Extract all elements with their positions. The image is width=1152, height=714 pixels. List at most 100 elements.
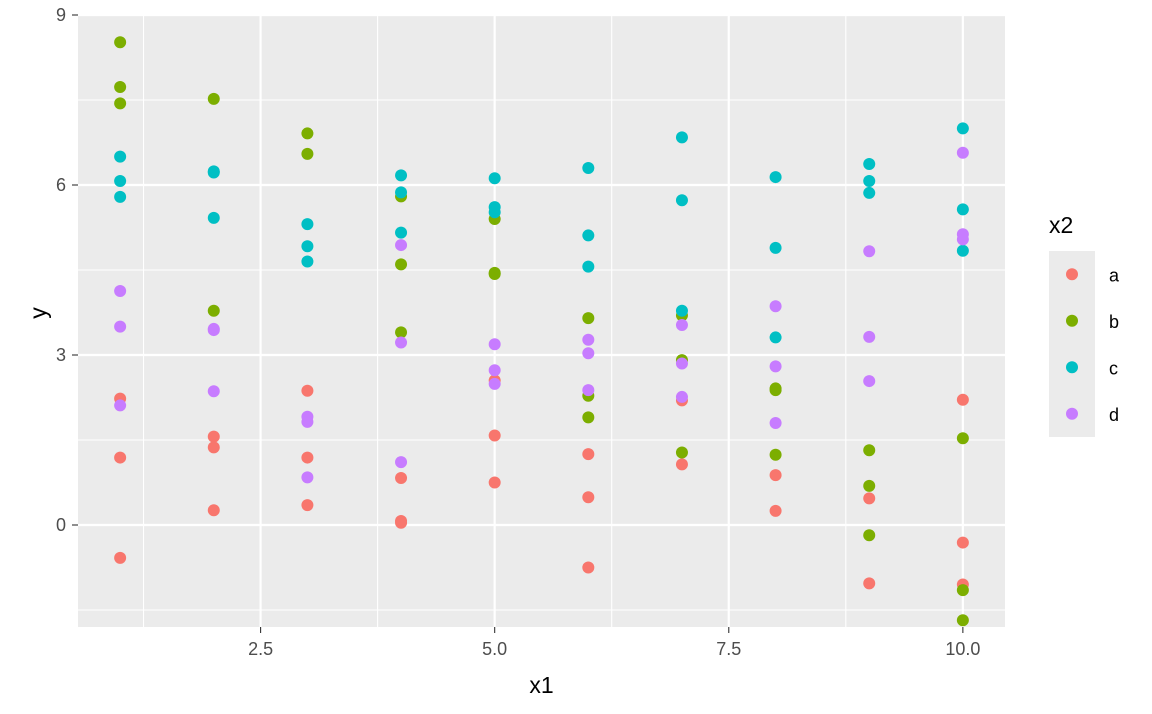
legend-title: x2 <box>1049 212 1073 238</box>
data-point-b <box>301 147 314 160</box>
data-point-c <box>114 175 127 188</box>
data-point-d <box>769 300 782 313</box>
data-point-a <box>301 499 314 512</box>
data-point-b <box>956 432 969 445</box>
data-point-c <box>675 194 688 207</box>
legend-label-a: a <box>1109 265 1120 285</box>
data-point-b <box>863 529 876 542</box>
y-tick-label: 3 <box>56 345 66 365</box>
data-point-a <box>488 476 501 489</box>
data-point-d <box>582 347 595 360</box>
data-point-c <box>114 190 127 203</box>
data-point-b <box>582 411 595 424</box>
data-point-c <box>675 304 688 317</box>
data-point-d <box>488 338 501 351</box>
data-point-d <box>675 390 688 403</box>
data-point-b <box>675 446 688 459</box>
data-point-d <box>114 320 127 333</box>
data-point-a <box>956 393 969 406</box>
data-point-a <box>114 551 127 564</box>
data-point-b <box>582 312 595 325</box>
data-point-c <box>301 240 314 253</box>
data-point-c <box>863 186 876 199</box>
data-point-a <box>582 491 595 504</box>
data-point-b <box>769 384 782 397</box>
data-point-d <box>301 415 314 428</box>
data-point-c <box>863 158 876 171</box>
data-point-c <box>207 211 220 224</box>
data-point-d <box>956 233 969 246</box>
data-point-a <box>769 504 782 517</box>
data-point-d <box>863 245 876 258</box>
data-point-d <box>863 375 876 388</box>
data-point-c <box>769 171 782 184</box>
legend-key-background <box>1049 251 1095 437</box>
data-point-a <box>956 536 969 549</box>
data-point-d <box>395 239 408 252</box>
data-point-d <box>207 324 220 337</box>
data-point-a <box>582 561 595 574</box>
y-tick-label: 0 <box>56 515 66 535</box>
data-point-c <box>769 241 782 254</box>
data-point-a <box>114 451 127 464</box>
data-point-d <box>863 330 876 343</box>
data-point-c <box>675 131 688 144</box>
data-point-b <box>395 258 408 271</box>
legend-label-d: d <box>1109 405 1119 425</box>
data-point-b <box>114 97 127 110</box>
legend-key-b <box>1066 314 1078 327</box>
data-point-a <box>301 451 314 464</box>
x-tick-label: 7.5 <box>716 639 741 659</box>
data-point-a <box>207 441 220 454</box>
data-point-c <box>956 203 969 216</box>
data-point-a <box>395 471 408 484</box>
data-point-d <box>769 360 782 373</box>
data-point-d <box>956 146 969 159</box>
y-axis: 0 3 6 9 <box>56 5 78 535</box>
data-point-d <box>114 284 127 297</box>
data-point-c <box>301 255 314 268</box>
data-point-d <box>207 385 220 398</box>
legend-label-c: c <box>1109 358 1118 378</box>
data-point-a <box>207 504 220 517</box>
data-point-b <box>207 304 220 317</box>
data-point-d <box>301 471 314 484</box>
data-point-c <box>207 166 220 179</box>
data-point-d <box>582 384 595 397</box>
data-point-c <box>301 218 314 231</box>
data-point-d <box>675 357 688 370</box>
major-gridlines <box>78 13 1005 627</box>
data-point-a <box>207 430 220 443</box>
data-point-d <box>114 399 127 412</box>
data-point-b <box>114 36 127 49</box>
x-axis: 2.5 5.0 7.5 10.0 <box>248 627 980 659</box>
data-point-c <box>863 175 876 188</box>
data-point-b <box>863 479 876 492</box>
data-point-b <box>488 267 501 280</box>
y-tick-label: 6 <box>56 175 66 195</box>
data-point-d <box>395 456 408 469</box>
legend-key-d <box>1066 407 1078 420</box>
x-tick-label: 5.0 <box>482 639 507 659</box>
data-point-a <box>582 448 595 461</box>
data-point-a <box>488 429 501 442</box>
legend: x2 a b c d <box>1049 212 1120 437</box>
legend-label-b: b <box>1109 312 1119 332</box>
data-point-b <box>207 92 220 105</box>
data-point-c <box>395 186 408 199</box>
y-tick-label: 9 <box>56 5 66 25</box>
data-point-b <box>114 80 127 93</box>
data-point-b <box>395 326 408 339</box>
data-point-a <box>769 469 782 482</box>
y-axis-title: y <box>25 307 51 319</box>
data-point-b <box>769 448 782 461</box>
legend-key-c <box>1066 361 1078 374</box>
data-point-c <box>582 229 595 242</box>
data-point-a <box>395 516 408 529</box>
data-point-a <box>301 384 314 397</box>
data-point-b <box>956 584 969 597</box>
data-point-b <box>863 444 876 457</box>
data-points <box>114 36 969 627</box>
data-point-c <box>956 244 969 257</box>
